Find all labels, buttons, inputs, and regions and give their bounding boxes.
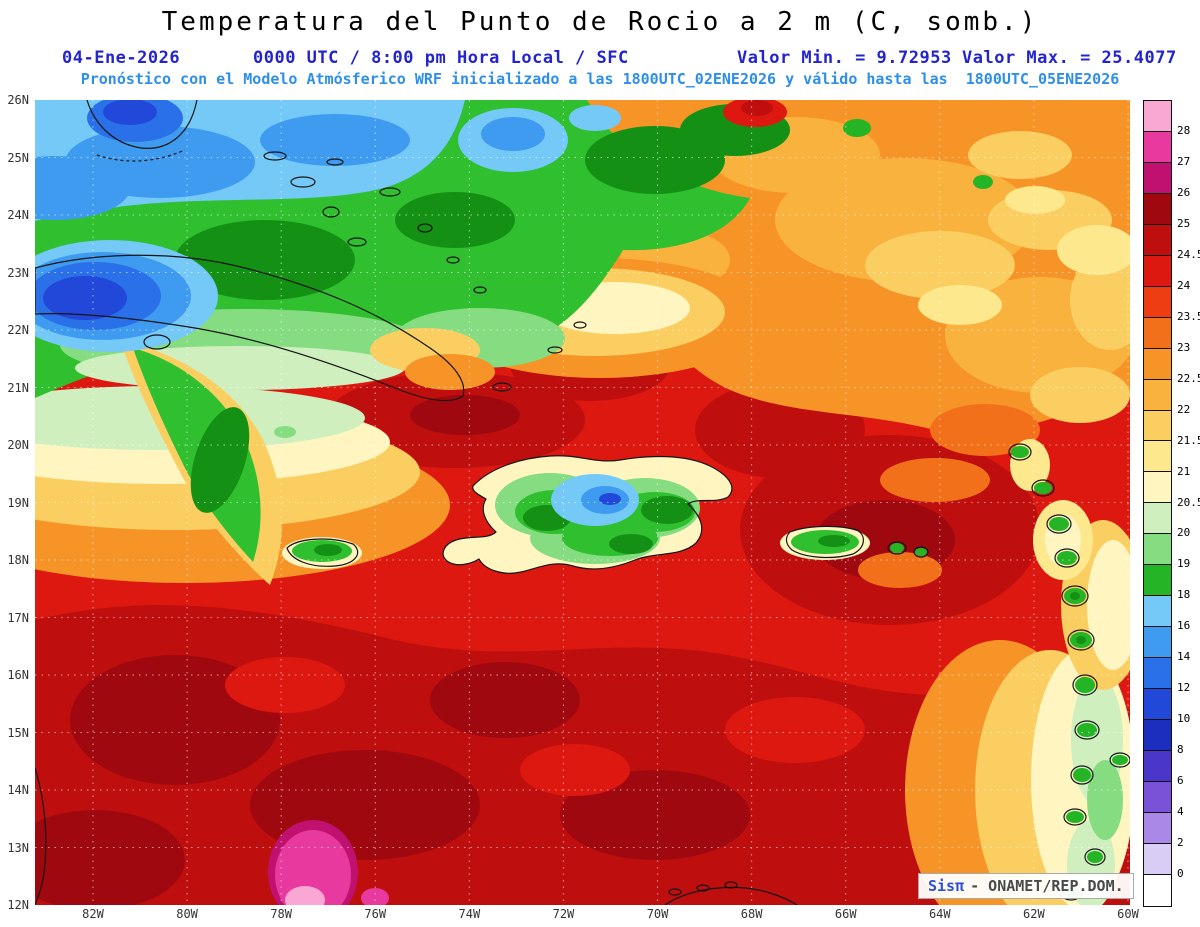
lat-tick-label: 21N bbox=[7, 380, 29, 395]
colorbar-boundary-label: 12 bbox=[1177, 681, 1191, 695]
colorbar-segment bbox=[1144, 224, 1171, 256]
lon-tick-label: 76W bbox=[364, 907, 387, 921]
lon-tick-label: 66W bbox=[834, 907, 857, 921]
colorbar-boundary-label: 14 bbox=[1177, 650, 1191, 664]
lat-tick-label: 23N bbox=[7, 265, 29, 280]
colorbar-boundary-label: 19 bbox=[1177, 557, 1191, 571]
colorbar-segment bbox=[1144, 720, 1171, 752]
forecast-date: 04-Ene-2026 bbox=[62, 48, 181, 68]
colorbar-boundary-label: 24 bbox=[1177, 278, 1191, 292]
lon-tick-label: 62W bbox=[1023, 907, 1045, 921]
grid-overlay bbox=[35, 100, 1130, 905]
colorbar-boundary-label: 10 bbox=[1177, 712, 1191, 726]
lat-tick-label: 24N bbox=[7, 208, 29, 222]
value-max-label: Valor Max. = 25.4077 bbox=[962, 48, 1177, 68]
colorbar-boundary-label: 22 bbox=[1177, 402, 1191, 416]
colorbar-boundary-label: 2 bbox=[1177, 836, 1184, 850]
lat-tick-label: 25N bbox=[7, 150, 29, 165]
colorbar-segment bbox=[1144, 193, 1171, 225]
lon-tick-label: 68W bbox=[740, 907, 763, 921]
lon-tick-label: 78W bbox=[270, 907, 293, 921]
colorbar-segment bbox=[1144, 317, 1171, 349]
colorbar-segment bbox=[1144, 162, 1171, 194]
colorbar-segment bbox=[1144, 255, 1171, 287]
watermark: Sisπ - ONAMET/REP.DOM. bbox=[918, 873, 1134, 899]
colorbar-segment bbox=[1144, 286, 1171, 318]
coastlines bbox=[35, 100, 1130, 905]
colorbar-segment bbox=[1144, 410, 1171, 442]
lat-tick-label: 15N bbox=[7, 725, 29, 740]
lon-tick-label: 74W bbox=[458, 907, 481, 921]
colorbar-segment bbox=[1144, 503, 1171, 535]
colorbar-boundary-label: 26 bbox=[1177, 185, 1191, 199]
colorbar-segment bbox=[1144, 627, 1171, 659]
colorbar-segment bbox=[1144, 658, 1171, 690]
watermark-suffix: - ONAMET/REP.DOM. bbox=[970, 877, 1124, 895]
forecast-time: 0000 UTC / 8:00 pm Hora Local / SFC bbox=[253, 48, 629, 68]
colorbar-segment bbox=[1144, 874, 1171, 906]
colorbar-boundary-label: 16 bbox=[1177, 619, 1191, 633]
colorbar-segment bbox=[1144, 472, 1171, 504]
lon-tick-label: 60W bbox=[1117, 907, 1139, 921]
lat-tick-label: 18N bbox=[7, 553, 29, 567]
colorbar-boundary-label: 0 bbox=[1177, 867, 1184, 881]
colorbar-boundary-label: 20 bbox=[1177, 526, 1191, 540]
lat-tick-label: 17N bbox=[7, 610, 29, 625]
model-info-line: Pronóstico con el Modelo Atmósferico WRF… bbox=[80, 70, 1120, 88]
value-min-label: Valor Min. = 9.72953 bbox=[737, 48, 952, 68]
colorbar-boundary-label: 4 bbox=[1177, 805, 1184, 819]
colorbar-segment bbox=[1144, 379, 1171, 411]
colorbar-boundary-label: 27 bbox=[1177, 154, 1191, 168]
colorbar-boundary-label: 23 bbox=[1177, 340, 1191, 354]
colorbar-boundary-label: 21.5 bbox=[1177, 433, 1200, 447]
dewpoint-field-map bbox=[35, 100, 1130, 905]
lat-tick-label: 12N bbox=[7, 898, 29, 912]
colorbar-segment bbox=[1144, 565, 1171, 597]
colorbar-boundary-label: 24.5 bbox=[1177, 247, 1200, 261]
lat-tick-label: 16N bbox=[7, 668, 29, 682]
lat-tick-label: 22N bbox=[7, 323, 29, 337]
colorbar-segment bbox=[1144, 131, 1171, 163]
colorbar-boundary-label: 20.5 bbox=[1177, 495, 1200, 509]
lon-tick-label: 70W bbox=[646, 907, 669, 921]
colorbar-segment bbox=[1144, 843, 1171, 875]
lon-tick-label: 72W bbox=[552, 907, 575, 921]
colorbar-segment bbox=[1144, 534, 1171, 566]
colorbar-boundary-label: 21 bbox=[1177, 464, 1191, 478]
colorbar-segment bbox=[1144, 596, 1171, 628]
colorbar-segment bbox=[1144, 441, 1171, 473]
colorbar-segment bbox=[1144, 689, 1171, 721]
lon-tick-label: 82W bbox=[82, 907, 104, 921]
colorbar-boundary-label: 18 bbox=[1177, 588, 1191, 602]
colorbar-boundary-label: 6 bbox=[1177, 774, 1184, 788]
lat-tick-label: 19N bbox=[7, 495, 29, 510]
colorbar-boundary-label: 25 bbox=[1177, 216, 1191, 230]
colorbar-segment bbox=[1144, 751, 1171, 782]
lat-tick-label: 14N bbox=[7, 783, 29, 797]
colorbar-boundary-label: 8 bbox=[1177, 743, 1184, 757]
lat-tick-label: 20N bbox=[7, 438, 29, 452]
colorbar-boundary-label: 28 bbox=[1177, 123, 1191, 137]
colorbar-segment bbox=[1144, 348, 1171, 380]
colorbar-segment bbox=[1144, 812, 1171, 844]
longitude-axis: 82W 80W 78W 76W 74W 72W 70W 68W 66W 64W 62W 60W bbox=[35, 907, 1139, 925]
colorbar-labels: 2827262524.52423.52322.52221.52120.52019… bbox=[1177, 100, 1200, 907]
page-title: Temperatura del Punto de Rocio a 2 m (C,… bbox=[161, 7, 1039, 37]
lon-tick-label: 80W bbox=[176, 907, 198, 921]
lat-tick-label: 26N bbox=[7, 93, 29, 107]
latitude-axis: 26N 25N 24N 23N 22N 21N 20N 19N 18N 17N 16N 15N 14N 1… bbox=[0, 93, 31, 912]
colorbar-boundary-label: 22.5 bbox=[1177, 371, 1200, 385]
map-plot-area bbox=[35, 100, 1130, 905]
watermark-brand: Sisπ bbox=[928, 877, 965, 895]
colorbar-legend bbox=[1143, 100, 1172, 907]
lon-tick-label: 64W bbox=[928, 907, 951, 921]
colorbar-segment bbox=[1144, 781, 1171, 813]
lat-tick-label: 13N bbox=[7, 840, 29, 855]
colorbar-segment bbox=[1144, 101, 1171, 132]
colorbar-boundary-label: 23.5 bbox=[1177, 309, 1200, 323]
